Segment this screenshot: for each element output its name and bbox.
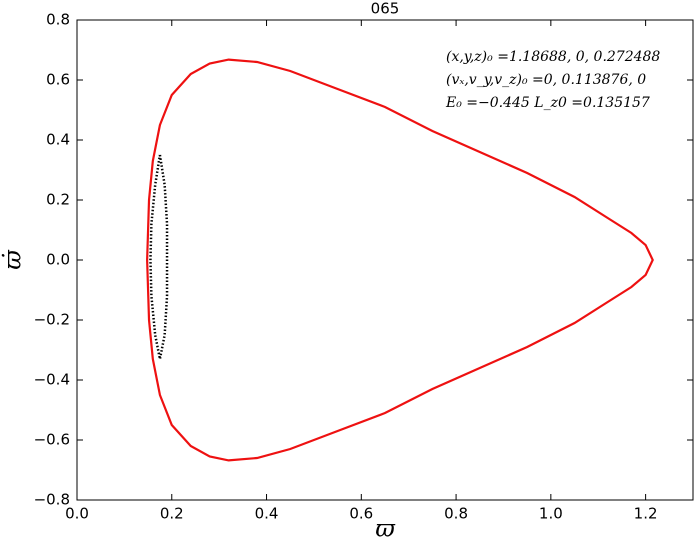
annotation: (x,y,z)₀ =1.18688, 0, 0.272488 [446, 49, 660, 65]
annotation: E₀ =−0.445 L_z0 =0.135157 [445, 95, 650, 111]
y-tick-label: 0.8 [46, 11, 70, 29]
annotation: (vₓ,v_y,v_z)₀ =0, 0.113876, 0 [446, 72, 646, 88]
x-tick-label: 0.0 [65, 505, 89, 523]
y-tick-label: −0.8 [34, 491, 70, 509]
plot-frame [76, 19, 694, 501]
y-tick-label: −0.2 [34, 311, 70, 329]
x-tick-label: 0.2 [160, 505, 184, 523]
y-tick-label: 0.2 [46, 191, 70, 209]
y-tick-label: 0.6 [46, 71, 70, 89]
series-line [149, 154, 169, 360]
y-tick-label: 0.4 [46, 131, 70, 149]
y-tick-label: −0.4 [34, 371, 70, 389]
x-tick-label: 0.6 [349, 505, 373, 523]
x-axis-label: ϖ [375, 515, 396, 539]
y-tick-label: 0.0 [46, 251, 70, 269]
chart-title: 065 [371, 0, 400, 18]
y-axis-label: ϖ̇ [0, 249, 27, 270]
x-tick-label: 1.2 [634, 505, 658, 523]
series-line [146, 58, 654, 462]
x-tick-label: 0.8 [444, 505, 468, 523]
y-tick-label: −0.6 [34, 431, 70, 449]
x-tick-label: 1.0 [539, 505, 563, 523]
x-tick-label: 0.4 [255, 505, 279, 523]
